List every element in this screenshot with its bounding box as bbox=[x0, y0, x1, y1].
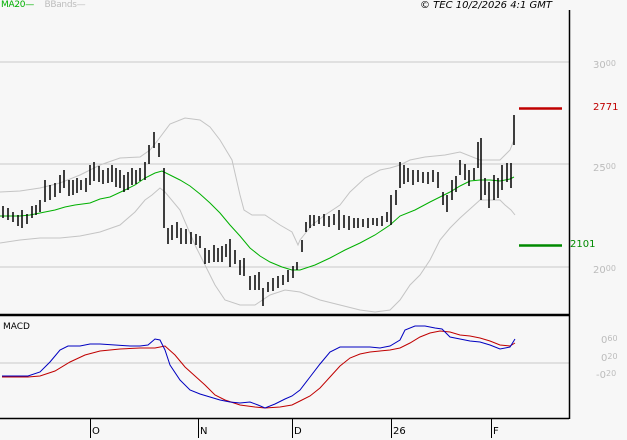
legend-ma20: MA20— bbox=[1, 0, 34, 10]
xaxis-label-nov: N bbox=[200, 426, 208, 437]
xaxis-label-2026: 26 bbox=[393, 426, 406, 437]
chart-legend: MA20— BBands— bbox=[1, 0, 86, 10]
macd-panel-title: MACD bbox=[3, 322, 30, 332]
copyright-timestamp: © TEC 10/2/2026 4:1 GMT bbox=[420, 0, 552, 11]
resistance-label: 2771 bbox=[593, 102, 619, 113]
macd-tick-020: 020 bbox=[601, 352, 618, 364]
support-label: 2101 bbox=[570, 239, 596, 250]
bband-lower bbox=[0, 187, 516, 313]
price-tick-2500: 2500 bbox=[593, 162, 616, 174]
legend-bbands: BBands— bbox=[44, 0, 86, 10]
macd-tick-neg020: -020 bbox=[596, 369, 617, 381]
price-tick-3000: 3000 bbox=[593, 59, 616, 71]
bband-upper bbox=[0, 117, 515, 247]
xaxis-label-dec: D bbox=[294, 426, 302, 437]
price-tick-2000: 2000 bbox=[593, 264, 616, 276]
xaxis-label-feb: F bbox=[493, 426, 499, 437]
xaxis-label-oct: O bbox=[92, 426, 100, 437]
ohlc-bars bbox=[2, 115, 515, 306]
macd-signal-line bbox=[2, 330, 516, 409]
macd-line bbox=[2, 325, 516, 409]
macd-tick-060: 060 bbox=[601, 334, 618, 346]
